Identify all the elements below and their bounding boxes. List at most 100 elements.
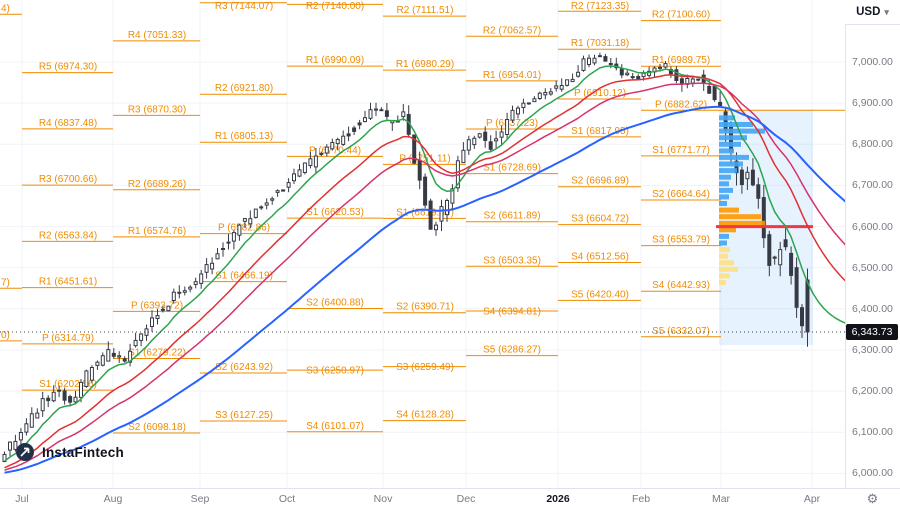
moving-averages-layer (4, 65, 845, 474)
time-axis-label: Feb (631, 493, 651, 505)
svg-text:S4 (6101.07): S4 (6101.07) (306, 421, 364, 432)
price-axis-label: 6,000.00 (852, 467, 893, 479)
svg-text:S3 (6553.79): S3 (6553.79) (652, 235, 710, 246)
last-price-badge: 6,343.73 (846, 324, 898, 340)
svg-text:S1 (6771.77): S1 (6771.77) (652, 145, 710, 156)
chart-plot-area[interactable]: R5 (6974.30) R4 (6837.48) R3 (6700.66) R2 (… (0, 0, 845, 488)
ma-line-medium-red (4, 74, 845, 469)
svg-text:R4 (7051.33): R4 (7051.33) (128, 30, 186, 41)
svg-text:S3 (6127.25): S3 (6127.25) (215, 410, 273, 421)
svg-text:S1 (6202.56): S1 (6202.56) (39, 379, 97, 390)
candlestick-layer (2, 52, 810, 463)
svg-text:7): 7) (1, 277, 10, 288)
svg-text:R2 (6563.84): R2 (6563.84) (39, 230, 97, 241)
svg-text:S5 (6286.27): S5 (6286.27) (483, 345, 541, 356)
svg-text:R2 (6921.80): R2 (6921.80) (215, 83, 273, 94)
svg-text:S3 (6604.72): S3 (6604.72) (571, 214, 629, 225)
instafintech-logo: InstaFintech (16, 443, 124, 461)
svg-text:S4 (6128.28): S4 (6128.28) (396, 410, 454, 421)
svg-text:P (6910.12): P (6910.12) (574, 88, 626, 99)
svg-text:S1 (6728.69): S1 (6728.69) (483, 163, 541, 174)
svg-text:R2 (7100.60): R2 (7100.60) (652, 10, 710, 21)
svg-text:S5 (6420.40): S5 (6420.40) (571, 289, 629, 300)
time-axis-label: Jul (15, 493, 29, 505)
grid-layer (0, 0, 845, 488)
price-axis-label: 7,000.00 (852, 56, 893, 68)
svg-text:P (6882.62): P (6882.62) (655, 99, 707, 110)
svg-text:R1 (6954.01): R1 (6954.01) (483, 70, 541, 81)
svg-text:S1 (6817.95): S1 (6817.95) (571, 126, 629, 137)
time-axis-label: 2026 (546, 493, 570, 505)
svg-text:R1 (6990.09): R1 (6990.09) (306, 55, 364, 66)
svg-text:S2 (6098.18): S2 (6098.18) (128, 422, 186, 433)
svg-text:R2 (7111.51): R2 (7111.51) (397, 5, 454, 16)
svg-text:R4 (6837.48): R4 (6837.48) (39, 118, 97, 129)
svg-text:S4 (6442.93): S4 (6442.93) (652, 280, 710, 291)
time-axis[interactable]: Jul Aug Sep Oct Nov Dec 2026 Feb Mar Apr (0, 488, 900, 510)
ma-line-fast-green (4, 65, 845, 462)
svg-text:R3 (6700.66): R3 (6700.66) (39, 174, 97, 185)
svg-text:S5 (6332.07): S5 (6332.07) (652, 326, 710, 337)
instafintech-logo-text: InstaFintech (42, 444, 124, 460)
svg-text:R1 (6989.75): R1 (6989.75) (652, 55, 710, 66)
svg-text:S1 (6279.22): S1 (6279.22) (128, 348, 186, 359)
price-axis-label: 6,800.00 (852, 138, 893, 150)
svg-text:P (6837.23): P (6837.23) (486, 118, 538, 129)
svg-text:R2 (7140.00): R2 (7140.00) (306, 1, 364, 12)
svg-text:P (6751.11): P (6751.11) (399, 153, 450, 164)
svg-text:R1 (6980.29): R1 (6980.29) (396, 59, 454, 70)
time-axis-label: Dec (456, 493, 476, 505)
svg-text:S1 (6466.19): S1 (6466.19) (215, 271, 273, 282)
svg-text:R2 (7062.57): R2 (7062.57) (483, 25, 541, 36)
pivot-levels-layer: R5 (6974.30) R4 (6837.48) R3 (6700.66) R2 (… (0, 1, 845, 434)
price-axis-label: 6,700.00 (852, 179, 893, 191)
ma-line-slowest-blue (4, 105, 845, 474)
svg-text:S4 (6394.81): S4 (6394.81) (483, 307, 541, 318)
svg-text:P (6582.86): P (6582.86) (218, 223, 270, 234)
time-axis-label: Oct (278, 493, 296, 505)
price-axis-label: 6,400.00 (852, 303, 893, 315)
price-axis-label: 6,200.00 (852, 385, 893, 397)
svg-text:P (6314.79): P (6314.79) (42, 333, 94, 344)
settings-gear-icon[interactable]: ⚙ (866, 491, 879, 506)
svg-text:S2 (6696.89): S2 (6696.89) (571, 176, 629, 187)
svg-text:S2 (6400.88): S2 (6400.88) (306, 298, 364, 309)
instafintech-logo-icon (16, 443, 34, 461)
svg-text:S1 (6619.89): S1 (6619.89) (396, 207, 454, 218)
ma-line-slow-pink (4, 82, 845, 471)
svg-text:R3 (7144.07): R3 (7144.07) (215, 1, 273, 12)
svg-text:S3 (6503.35): S3 (6503.35) (483, 255, 541, 266)
svg-text:S3 (6250.97): S3 (6250.97) (306, 366, 364, 377)
price-axis-label: 6,100.00 (852, 426, 893, 438)
chevron-down-icon: ▾ (884, 6, 889, 17)
price-axis-label: 6,600.00 (852, 221, 893, 233)
currency-label: USD (856, 6, 881, 18)
svg-text:P (6770.44): P (6770.44) (309, 145, 361, 156)
svg-text:R1 (6805.13): R1 (6805.13) (215, 131, 273, 142)
time-axis-label: Aug (103, 493, 123, 505)
price-axis-label: 6,900.00 (852, 97, 893, 109)
svg-text:4): 4) (1, 3, 10, 14)
svg-text:S2 (6664.64): S2 (6664.64) (652, 189, 710, 200)
time-axis-label: Nov (373, 493, 393, 505)
currency-selector[interactable]: USD ▾ (845, 0, 900, 25)
time-axis-label: Apr (803, 493, 821, 505)
svg-text:R1 (6451.61): R1 (6451.61) (39, 277, 97, 288)
time-axis-label: Mar (711, 493, 731, 505)
svg-text:S2 (6611.89): S2 (6611.89) (483, 211, 540, 222)
time-axis-label: Sep (190, 493, 210, 505)
svg-text:P (6393.72): P (6393.72) (131, 300, 183, 311)
svg-text:S2 (6390.71): S2 (6390.71) (396, 302, 454, 313)
svg-text:R1 (7031.18): R1 (7031.18) (571, 38, 629, 49)
svg-text:R1 (6574.76): R1 (6574.76) (128, 226, 186, 237)
svg-text:0): 0) (1, 330, 10, 341)
svg-text:R3 (6870.30): R3 (6870.30) (128, 104, 186, 115)
price-axis-label: 6,300.00 (852, 344, 893, 356)
volume-profile-layer (719, 115, 765, 285)
svg-text:S3 (6259.49): S3 (6259.49) (396, 362, 454, 373)
svg-text:R2 (7123.35): R2 (7123.35) (571, 1, 629, 12)
price-axis-label: 6,500.00 (852, 262, 893, 274)
svg-text:S4 (6512.56): S4 (6512.56) (571, 252, 629, 263)
price-axis[interactable]: 7,000.00 6,900.00 6,800.00 6,700.00 6,600.00… (845, 0, 900, 488)
